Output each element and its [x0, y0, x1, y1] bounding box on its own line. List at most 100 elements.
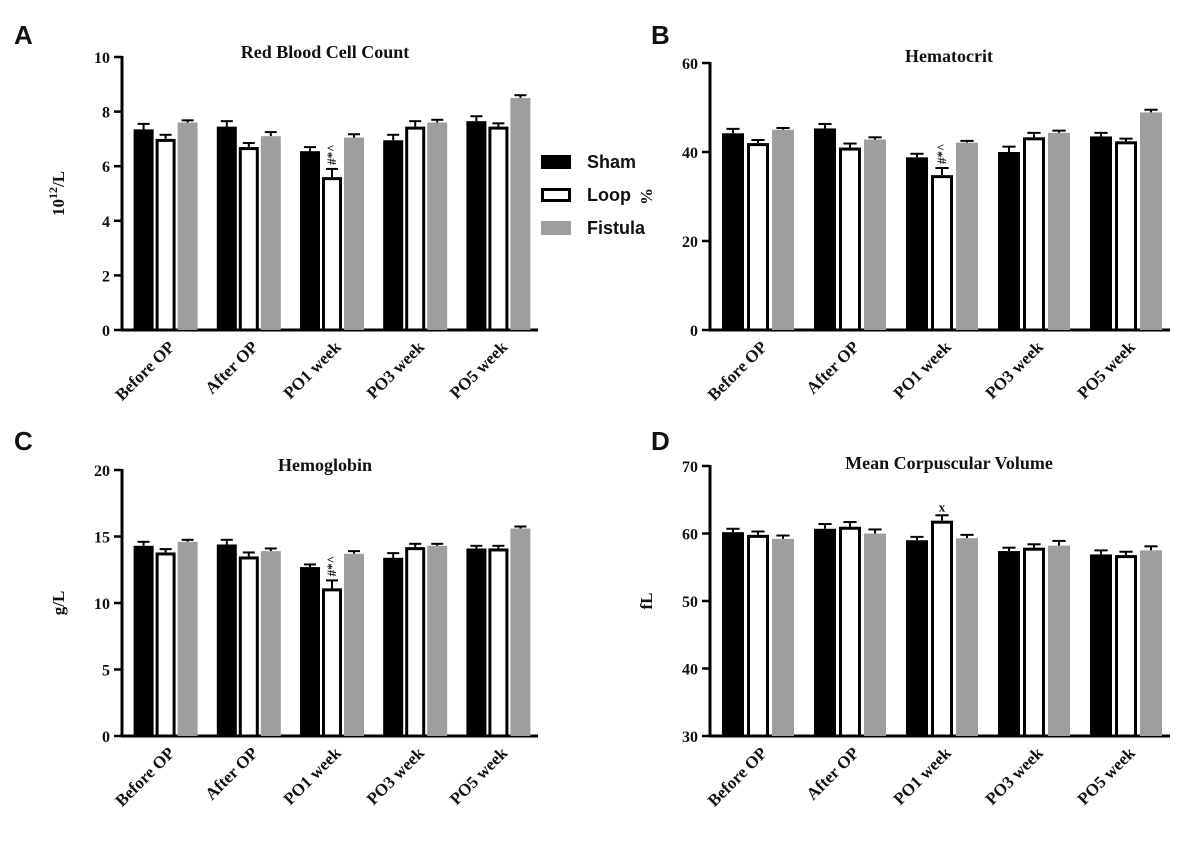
chart-panel-c: C Hemoglobin g/L 0 5 10 15 20 Before OP After OP P… — [14, 426, 538, 810]
bar-loop — [488, 126, 509, 332]
bar-fistula — [864, 533, 886, 736]
bar-sham — [906, 157, 928, 330]
y-tick-label: 4 — [102, 214, 110, 231]
y-tick-label: 8 — [102, 105, 110, 122]
bar-fistula — [510, 528, 531, 736]
y-axis-label: g/L — [49, 591, 68, 616]
x-tick-label: PO5 week — [446, 743, 512, 809]
bar-fistula — [177, 541, 198, 736]
significance-label: #*^ — [934, 143, 949, 164]
bar-loop — [1023, 547, 1045, 738]
x-tick-label: PO1 week — [280, 743, 346, 809]
bar-sham — [466, 548, 487, 736]
y-tick-label: 2 — [102, 268, 110, 285]
x-tick-label: After OP — [201, 743, 261, 803]
x-tick-label: PO3 week — [982, 743, 1048, 809]
bar-sham — [998, 551, 1020, 736]
bar-sham — [1090, 136, 1112, 330]
y-tick-label: 20 — [94, 463, 110, 480]
x-tick-label: PO1 week — [280, 337, 346, 403]
bar-fistula — [956, 538, 978, 736]
bar-sham — [216, 126, 237, 331]
x-tick-label: PO1 week — [890, 337, 956, 403]
x-tick-label: Before OP — [704, 337, 771, 404]
x-tick-label: PO3 week — [363, 743, 429, 809]
bar-loop — [322, 177, 342, 332]
bar-sham — [814, 128, 836, 330]
x-tick-label: Before OP — [111, 337, 178, 404]
y-tick-label: 10 — [94, 50, 110, 67]
significance-label: #*^ — [324, 144, 339, 165]
panel-letter: C — [14, 426, 33, 456]
y-axis-label: fL — [637, 593, 656, 610]
chart-title: Red Blood Cell Count — [241, 42, 410, 62]
chart-panel-d: D Mean Corpuscular Volume fL 30 40 50 60 70 Befo… — [637, 426, 1170, 810]
x-tick-label: PO1 week — [890, 743, 956, 809]
legend-label-loop: Loop — [587, 185, 631, 205]
bar-loop — [839, 147, 861, 332]
y-tick-label: 60 — [682, 527, 698, 544]
bar-sham — [383, 557, 404, 736]
chart-title: Hematocrit — [905, 46, 993, 66]
bar-loop — [488, 548, 509, 738]
bar-fistula — [427, 122, 448, 331]
bar-fistula — [260, 551, 281, 736]
legend-swatch-loop — [541, 188, 571, 202]
bar-loop — [1115, 555, 1137, 738]
y-tick-label: 15 — [94, 530, 110, 547]
x-tick-label: PO3 week — [363, 337, 429, 403]
significance-label: #*^ — [324, 556, 339, 577]
x-tick-label: PO5 week — [1074, 743, 1140, 809]
bar-fistula — [772, 538, 794, 736]
y-tick-label: 40 — [682, 145, 698, 162]
bar-fistula — [864, 139, 886, 330]
y-tick-label: 70 — [682, 459, 698, 476]
bar-sham — [814, 528, 836, 736]
bar-sham — [722, 133, 744, 330]
chart-panel-a: A Red Blood Cell Count 1012/L 0 2 4 6 8 10 Before… — [14, 20, 538, 404]
bar-fistula — [344, 137, 364, 330]
y-tick-label: 50 — [682, 594, 698, 611]
bar-loop — [1023, 137, 1045, 332]
bar-loop — [155, 138, 176, 332]
y-tick-label: 10 — [94, 596, 110, 613]
y-tick-label: 6 — [102, 159, 110, 176]
y-axis-label: 1012/L — [46, 171, 68, 216]
bar-sham — [216, 544, 237, 736]
bar-sham — [383, 140, 404, 330]
bar-loop — [155, 552, 176, 738]
legend-swatch-sham — [541, 155, 571, 169]
bar-sham — [300, 151, 320, 330]
bar-sham — [133, 129, 154, 330]
bar-fistula — [956, 142, 978, 330]
bar-sham — [906, 540, 928, 736]
bar-sham — [998, 152, 1020, 330]
bar-sham — [722, 532, 744, 736]
bar-loop — [405, 126, 426, 332]
x-tick-label: PO5 week — [1074, 337, 1140, 403]
bar-fistula — [260, 136, 281, 330]
y-tick-label: 40 — [682, 662, 698, 679]
x-tick-label: PO5 week — [446, 337, 512, 403]
panel-letter: A — [14, 20, 33, 50]
y-tick-label: 30 — [682, 729, 698, 746]
bar-loop — [839, 526, 861, 738]
chart-title: Mean Corpuscular Volume — [845, 453, 1053, 473]
y-tick-label: 0 — [690, 323, 698, 340]
bar-fistula — [177, 122, 198, 331]
bar-fistula — [510, 97, 531, 330]
bar-sham — [1090, 554, 1112, 736]
bar-loop — [931, 520, 953, 738]
bar-loop — [747, 534, 769, 738]
x-tick-label: PO3 week — [982, 337, 1048, 403]
legend-label-sham: Sham — [587, 152, 636, 172]
x-tick-label: Before OP — [704, 743, 771, 810]
bar-loop — [931, 175, 953, 332]
significance-label: x — [939, 499, 946, 514]
bar-loop — [322, 588, 342, 738]
bar-fistula — [344, 553, 364, 736]
chart-title: Hemoglobin — [278, 455, 372, 475]
y-tick-label: 0 — [102, 729, 110, 746]
legend-swatch-fistula — [541, 221, 571, 235]
